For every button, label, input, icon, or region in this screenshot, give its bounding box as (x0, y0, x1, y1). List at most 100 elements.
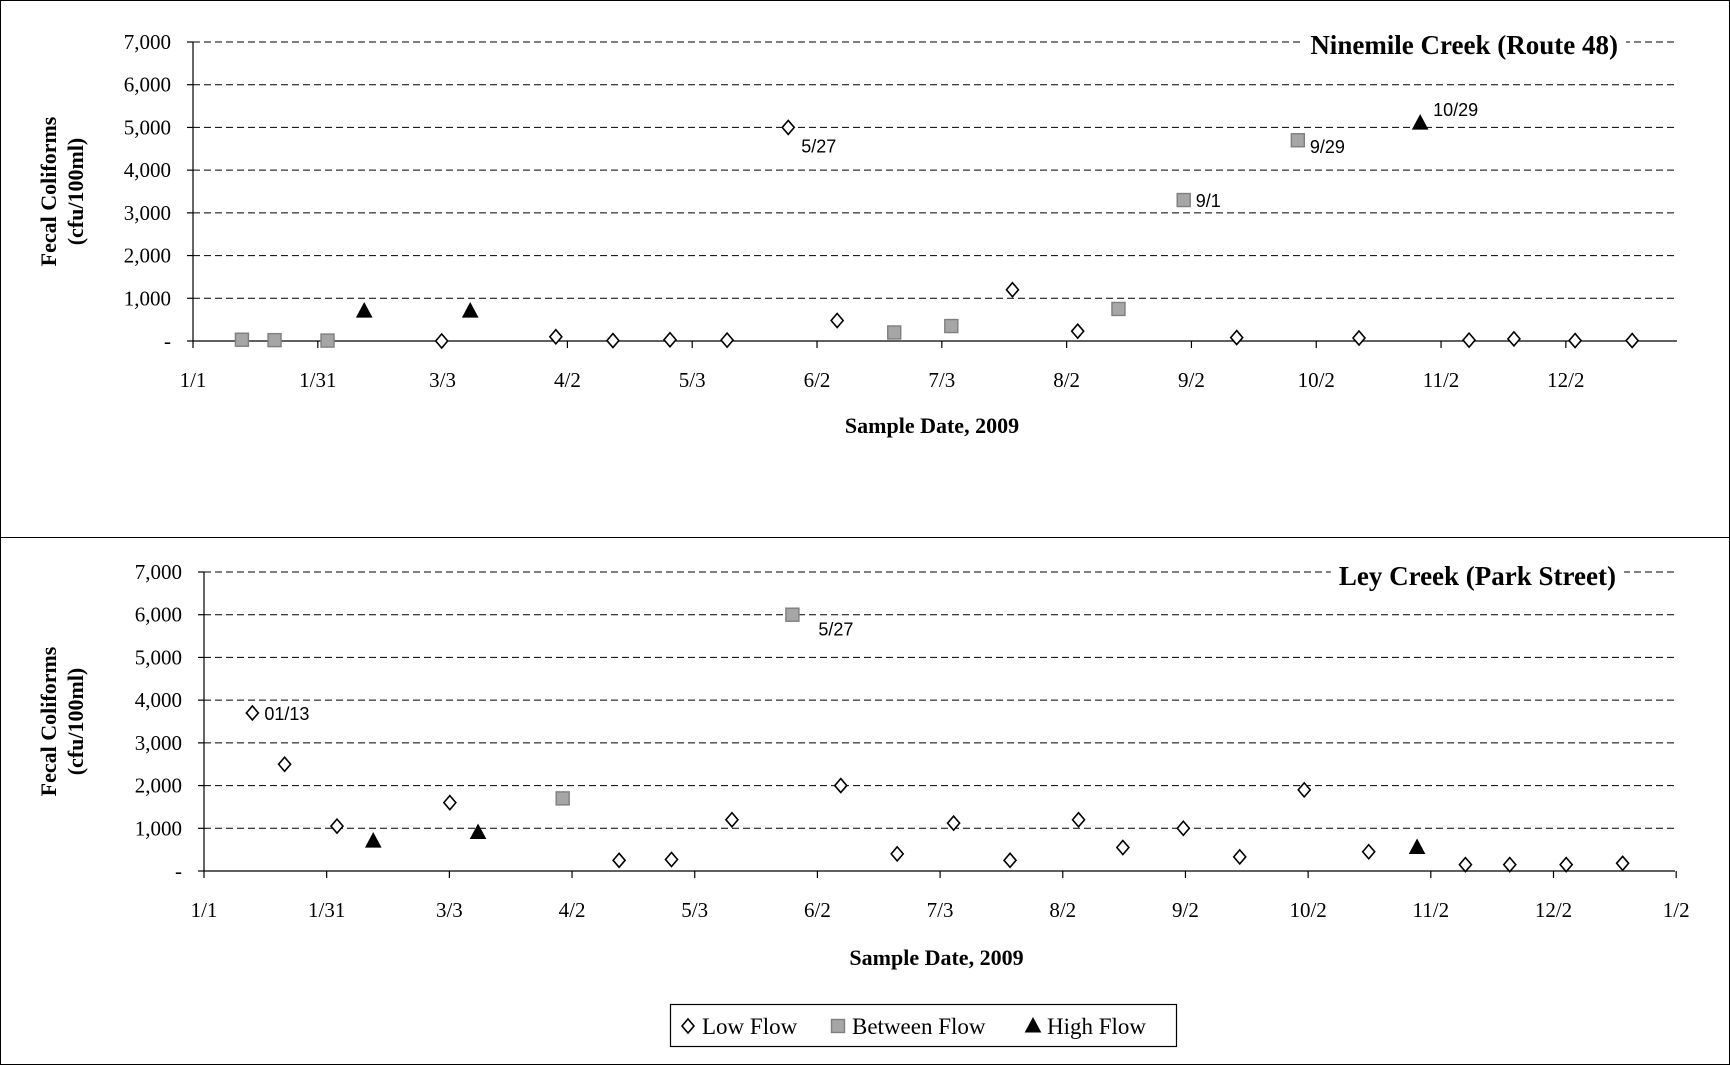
chart-panel-ley: Ley Creek (Park Street) - 1,000 2,000 3,000 4… (36, 560, 1690, 970)
data-point (329, 817, 345, 835)
data-point (277, 755, 292, 773)
x-tick-label: 7/3 (928, 368, 955, 392)
data-point (1506, 330, 1521, 348)
x-tick-label: 5/3 (681, 898, 708, 922)
x-tick-label: 1/1 (180, 368, 207, 392)
data-point (1229, 329, 1244, 346)
series-high-flow: 10/29 (355, 100, 1478, 318)
data-label: 5/27 (818, 620, 853, 640)
y-tick-label: 3,000 (135, 731, 182, 755)
chart-title: Ley Creek (Park Street) (1339, 561, 1616, 591)
data-point (1290, 133, 1306, 148)
x-tick-label: 6/2 (804, 898, 831, 922)
data-point (1002, 852, 1018, 869)
y-tick-label: 6,000 (124, 73, 171, 97)
data-point (1625, 332, 1640, 349)
x-tick-label: 1/31 (308, 898, 345, 922)
data-point (605, 332, 620, 349)
data-point (245, 704, 260, 722)
data-point (1361, 843, 1376, 861)
x-tick-label: 1/1 (191, 898, 218, 922)
x-tick-label: 5/3 (679, 368, 706, 392)
data-point (469, 823, 487, 840)
data-label: 5/27 (801, 136, 836, 156)
y-axis-title: Fecal Coliforms (36, 646, 61, 796)
data-point (724, 811, 740, 828)
data-point (1070, 322, 1085, 340)
x-tick-label: 11/2 (1413, 898, 1450, 922)
y-tick-label: 7,000 (135, 560, 182, 584)
y-tick-label: 4,000 (124, 158, 171, 182)
y-tick-label: 5,000 (124, 115, 171, 139)
x-axis-title: Sample Date, 2009 (849, 945, 1023, 970)
legend-label: Between Flow (852, 1014, 986, 1039)
data-point (887, 325, 902, 340)
x-tick-label: 7/3 (927, 898, 954, 922)
data-point (785, 607, 800, 622)
legend-marker-square (830, 1018, 846, 1034)
x-tick-label: 4/2 (559, 898, 586, 922)
x-axis-title: Sample Date, 2009 (845, 413, 1019, 438)
legend: Low Flow Between Flow High Flow (669, 1003, 1178, 1048)
y-tick-label: 1,000 (135, 816, 182, 840)
series-between-flow: 5/27 (555, 607, 853, 806)
x-tick-label: 9/2 (1178, 368, 1205, 392)
series-low-flow: 5/27 (434, 119, 1640, 350)
x-tick-label: 10/2 (1298, 368, 1335, 392)
data-point (1111, 301, 1126, 317)
x-tick-label: 1/2 (1663, 898, 1690, 922)
chart-title-background (1302, 30, 1626, 60)
y-tick-label: - (164, 329, 171, 353)
legend-box (669, 1003, 1178, 1048)
x-tick-label: 12/2 (1535, 898, 1572, 922)
x-tick-label: 3/3 (429, 368, 456, 392)
data-point (1176, 192, 1191, 208)
data-point (1297, 781, 1312, 799)
data-label: 10/29 (1433, 100, 1478, 120)
data-point (830, 312, 845, 329)
data-point (442, 794, 457, 811)
y-tick-label: 3,000 (124, 201, 171, 225)
data-label: 9/1 (1196, 191, 1221, 211)
legend-marker-triangle (1024, 1016, 1042, 1033)
data-point (1568, 332, 1583, 349)
data-point (320, 333, 335, 348)
data-label: 9/29 (1310, 137, 1345, 157)
x-tick-label: 8/2 (1053, 368, 1080, 392)
data-point (662, 331, 678, 348)
x-tick-label: 1/31 (299, 368, 336, 392)
data-point (612, 852, 627, 869)
data-point (1115, 839, 1130, 856)
data-point (720, 331, 735, 349)
y-axis-unit: (cfu/100ml) (63, 138, 88, 246)
data-point (944, 318, 959, 334)
data-point (1502, 856, 1517, 873)
y-tick-label: 5,000 (135, 645, 182, 669)
x-tick-label: 10/2 (1289, 898, 1326, 922)
x-tick-label: 3/3 (436, 898, 463, 922)
series-between-flow: 9/1 9/29 (234, 133, 1345, 348)
x-tick-label: 11/2 (1423, 368, 1460, 392)
data-point (1615, 855, 1630, 872)
data-point (355, 302, 373, 318)
data-point (1462, 331, 1477, 349)
data-point (234, 332, 250, 347)
data-point (1351, 329, 1367, 347)
y-tick-label: 6,000 (135, 603, 182, 627)
data-point (267, 332, 282, 348)
y-axis-unit: (cfu/100ml) (63, 668, 88, 776)
chart-panel-ninemile: Ninemile Creek (Route 48) - 1,000 2,000 3,00… (36, 30, 1677, 438)
x-tick-label: 9/2 (1172, 898, 1199, 922)
data-point (664, 851, 679, 868)
data-point (434, 332, 449, 350)
data-point (1005, 281, 1020, 298)
chart-title-background (1330, 561, 1624, 591)
data-point (364, 832, 382, 848)
series-low-flow: 01/13 (245, 704, 1630, 873)
data-point (781, 119, 796, 136)
data-point (890, 845, 905, 863)
data-label: 01/13 (264, 704, 309, 724)
data-point (461, 302, 479, 318)
